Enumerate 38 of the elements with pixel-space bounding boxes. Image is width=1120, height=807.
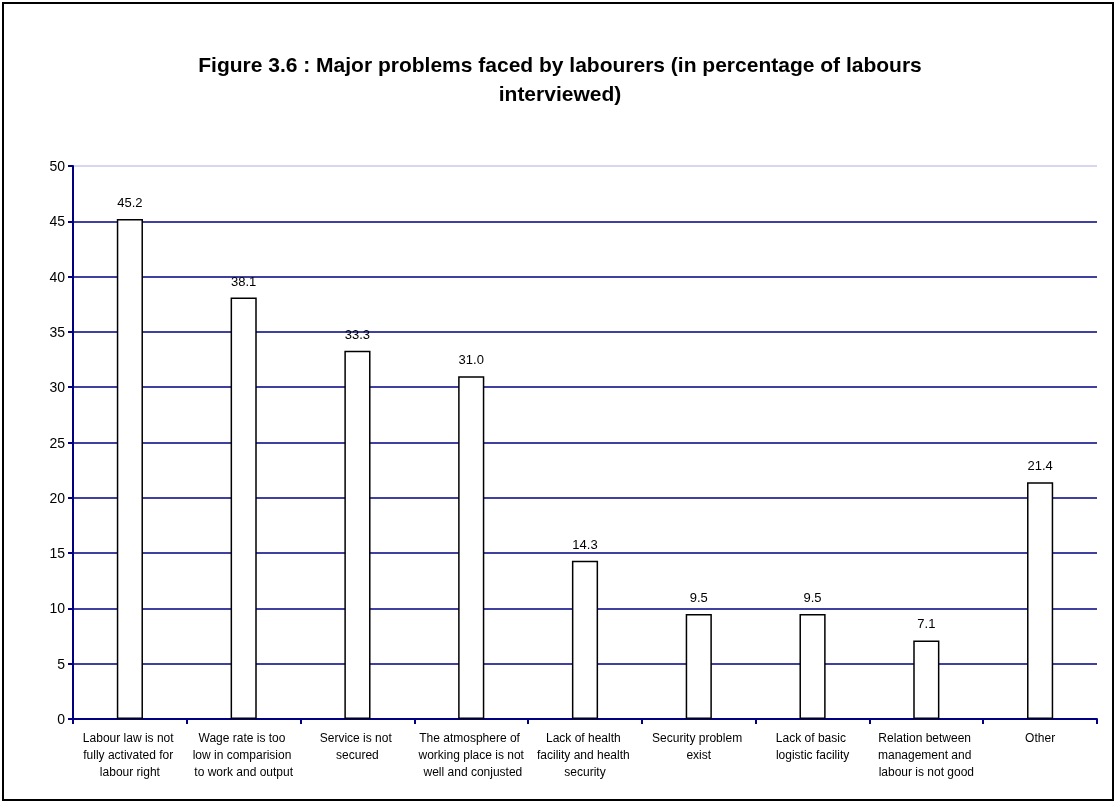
data-label: 14.3	[572, 536, 598, 552]
x-tick-label: Labour law is not fully activated for labour right	[82, 730, 177, 779]
data-label: 38.1	[231, 273, 257, 289]
bar	[458, 376, 485, 719]
x-tick-label: Service is not secured	[319, 730, 396, 762]
x-tick-label: Other	[1025, 730, 1056, 745]
data-label: 45.2	[117, 195, 143, 211]
y-tick-label: 30	[49, 379, 66, 396]
bar	[1027, 482, 1054, 719]
bar	[344, 350, 371, 719]
y-tick-label: 5	[57, 655, 66, 672]
x-tick-label: Lack of basic logistic facility	[775, 730, 850, 762]
y-tick-label: 0	[57, 711, 66, 727]
bar	[913, 640, 940, 719]
bar	[685, 613, 712, 719]
data-label: 9.5	[689, 589, 708, 605]
data-label: 21.4	[1027, 458, 1053, 474]
x-tick-label: Security problem exist	[652, 730, 746, 762]
y-tick-label: 15	[49, 545, 66, 562]
y-tick-label: 35	[49, 323, 66, 340]
bar	[230, 297, 257, 719]
y-tick-label: 50	[49, 158, 66, 174]
y-tick-label: 25	[49, 434, 66, 451]
data-label: 7.1	[917, 616, 936, 632]
data-label: 31.0	[458, 352, 484, 368]
data-label: 9.5	[803, 589, 822, 605]
y-tick-label: 20	[49, 489, 66, 506]
x-tick-label: Relation between management and labour is not good	[877, 730, 975, 779]
y-tick-label: 40	[49, 268, 66, 285]
x-tick-label: The atmosphere of working place is not well and conjusted	[417, 730, 525, 779]
bar	[116, 219, 143, 719]
x-tick-label: Lack of health facility and health security	[536, 730, 634, 779]
x-tick-label: Wage rate is too low in comparision to work and output	[192, 730, 295, 779]
y-tick-label: 45	[49, 213, 66, 230]
bar	[799, 613, 826, 719]
y-tick-label: 10	[49, 600, 66, 617]
bar	[571, 560, 599, 719]
chart-title: Figure 3.6 : Major problems faced by labourers (in percentage of labours interviewed)	[197, 52, 923, 107]
